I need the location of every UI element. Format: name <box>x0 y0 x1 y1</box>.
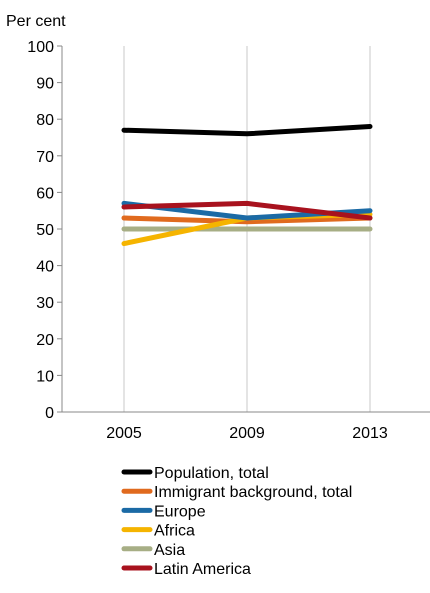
series-lines <box>121 124 373 247</box>
legend-label-immigrant-background-total: Immigrant background, total <box>154 484 352 501</box>
y-tick-label-50: 50 <box>36 222 54 239</box>
series-line-immigrant-background-total <box>121 215 373 225</box>
legend-label-population-total: Population, total <box>154 465 269 482</box>
y-tick-label-100: 100 <box>27 39 54 56</box>
x-tick-label-2005: 2005 <box>106 425 142 442</box>
y-tick-label-40: 40 <box>36 259 54 276</box>
series-line-latin-america <box>121 200 373 221</box>
y-tick-label-20: 20 <box>36 332 54 349</box>
legend-label-asia: Asia <box>154 542 185 559</box>
y-tick-labels: 0 10 20 30 40 50 60 70 80 90 100 <box>27 39 54 422</box>
y-tick-label-90: 90 <box>36 76 54 93</box>
legend-label-europe: Europe <box>154 503 206 520</box>
x-tick-label-2013: 2013 <box>352 425 388 442</box>
y-tick-label-30: 30 <box>36 295 54 312</box>
legend: Population, total Immigrant background, t… <box>121 465 352 578</box>
axes <box>57 45 430 413</box>
y-axis-label: Per cent <box>6 13 66 30</box>
x-tick-label-2009: 2009 <box>229 425 265 442</box>
legend-label-africa: Africa <box>154 523 195 540</box>
legend-label-latin-america: Latin America <box>154 561 251 578</box>
y-tick-label-0: 0 <box>45 405 54 422</box>
y-tick-label-70: 70 <box>36 149 54 166</box>
x-tick-labels: 2005 2009 2013 <box>106 425 388 442</box>
y-tick-label-80: 80 <box>36 112 54 129</box>
y-tick-label-10: 10 <box>36 368 54 385</box>
series-line-population-total <box>121 124 373 137</box>
y-tick-label-60: 60 <box>36 185 54 202</box>
